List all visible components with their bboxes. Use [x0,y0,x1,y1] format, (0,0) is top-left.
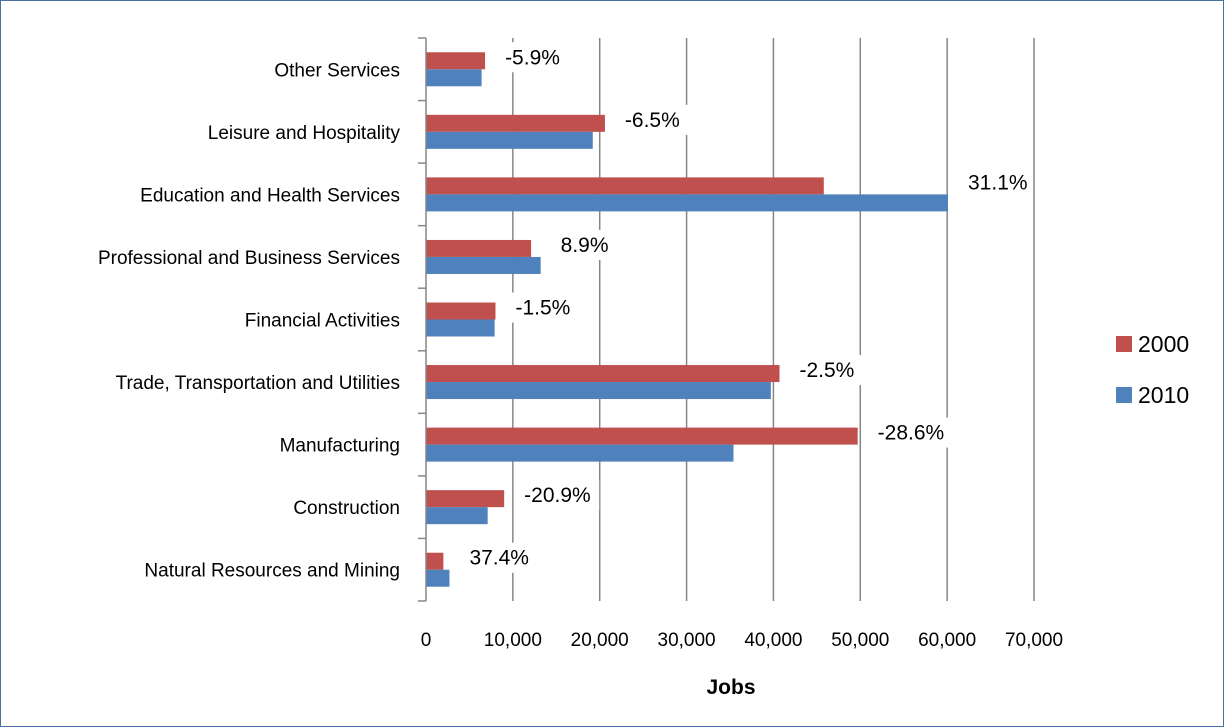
data-label: -28.6% [878,422,945,445]
x-tick-label: 50,000 [831,630,889,651]
data-label-bg [871,417,953,448]
category-label: Trade, Transportation and Utilities [116,373,400,394]
x-tick-label: 60,000 [918,630,976,651]
bar-2010 [426,256,541,274]
data-label-bg [793,355,864,386]
data-labels: 37.4% -20.9% -28.6% -2.5% -1.5% 8.9% 31.1% -6.5… [463,42,1032,573]
data-label: 31.1% [968,171,1028,194]
legend: 2000 2010 [1116,331,1189,408]
data-label-bg [554,229,613,260]
bar-2000 [426,552,444,570]
bars [426,52,949,587]
bar-2010 [426,444,734,462]
data-label: -20.9% [524,484,591,507]
bar-2000 [426,177,824,195]
data-label: 37.4% [469,547,529,570]
category-label: Construction [293,498,400,519]
data-label: -2.5% [800,359,855,382]
legend-swatch-2000 [1116,336,1132,352]
data-label: -1.5% [515,297,570,320]
x-tick-label: 0 [421,630,432,651]
x-tick-label: 20,000 [571,630,629,651]
data-label-bg [962,167,1032,198]
category-label: Other Services [274,60,400,81]
legend-label: 2010 [1138,382,1189,408]
bar-2000 [426,490,505,508]
data-label-bg [518,480,600,511]
legend-label: 2000 [1138,331,1189,357]
x-tick-label: 70,000 [1005,630,1063,651]
x-tick-labels: 0 10,000 20,000 30,000 40,000 50,000 60,000 70,… [421,630,1063,651]
bar-2010 [426,507,488,525]
data-label-bg [618,104,689,135]
bar-2000 [426,52,486,70]
data-label-bg [463,542,533,573]
bar-2000 [426,239,532,257]
bar-2000 [426,302,496,320]
bar-2010 [426,319,495,337]
category-label: Natural Resources and Mining [144,561,400,582]
axes [418,37,427,602]
data-label: 8.9% [561,234,609,257]
data-label-bg [509,292,579,323]
category-label: Education and Health Services [140,185,400,206]
category-label: Manufacturing [280,436,400,457]
category-labels: Natural Resources and Mining Construction… [98,60,401,581]
category-label: Leisure and Hospitality [208,123,401,144]
bar-2010 [426,382,771,400]
data-label-bg [499,42,569,73]
bar-2010 [426,69,482,87]
data-label: -6.5% [625,109,680,132]
legend-swatch-2010 [1116,387,1132,403]
x-tick-label: 10,000 [484,630,542,651]
bar-2000 [426,427,858,445]
category-label: Financial Activities [245,311,400,332]
bar-2010 [426,131,593,149]
x-axis-title: Jobs [706,676,755,699]
x-tick-label: 30,000 [658,630,716,651]
bar-2000 [426,365,780,383]
data-label: -5.9% [505,46,560,69]
bar-2010 [426,194,949,212]
category-label: Professional and Business Services [98,248,400,269]
bar-2010 [426,569,450,587]
x-tick-label: 40,000 [744,630,802,651]
bar-2000 [426,114,605,132]
